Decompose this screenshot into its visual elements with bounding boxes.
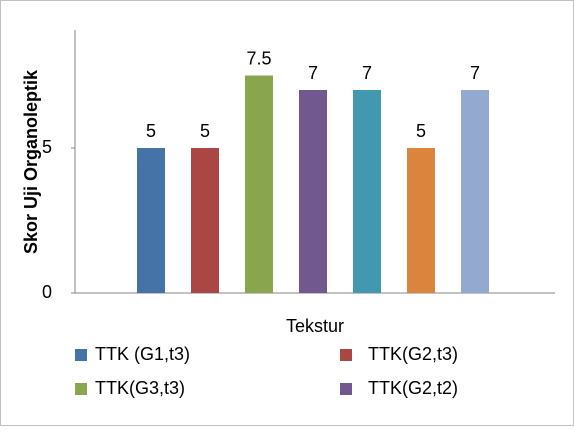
bar [299,90,327,293]
legend-swatch [75,383,87,395]
legend-label: TTK(G2,t2) [368,378,458,398]
value-label: 7 [308,63,318,83]
value-label: 7.5 [246,48,271,68]
bar [191,148,219,293]
legend-swatch [340,383,352,395]
bar [407,148,435,293]
bar [245,75,273,293]
x-tick-label: Tekstur [286,316,344,336]
bar [461,90,489,293]
bar [353,90,381,293]
value-label: 7 [362,63,372,83]
value-label: 5 [146,121,156,141]
legend-label: TTK(G3,t3) [95,378,185,398]
legend-swatch [340,349,352,361]
y-tick-label: 5 [42,137,52,157]
bar [137,148,165,293]
y-axis-label: Skor Uji Organoleptik [21,69,41,254]
legend-swatch [75,349,87,361]
value-label: 5 [416,121,426,141]
value-label: 5 [200,121,210,141]
legend-label: TTK(G2,t3) [368,344,458,364]
legend-label: TTK (G1,t3) [95,344,190,364]
y-tick-label: 0 [42,282,52,302]
value-label: 7 [470,63,480,83]
